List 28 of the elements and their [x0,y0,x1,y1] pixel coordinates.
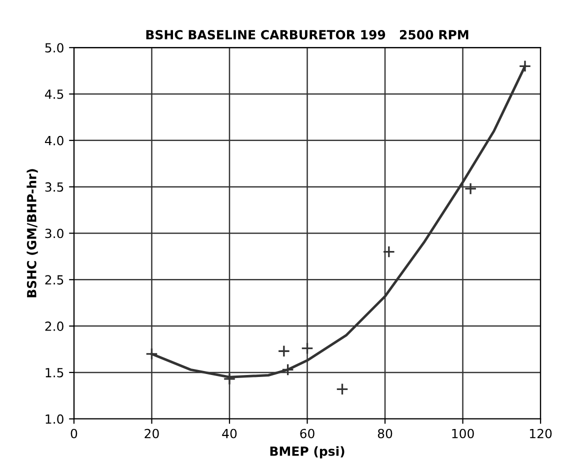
y-tick-label: 3.5 [45,182,64,192]
x-tick-label: 20 [144,428,159,438]
point [146,348,158,360]
point [518,60,532,72]
point [382,246,396,258]
y-tick-label: 2.5 [45,275,64,285]
y-tick-label: 1.0 [46,414,64,424]
x-axis-title: BMEP (psi) [270,446,344,458]
chart-title: BSHC BASELINE CARBURETOR 199 2500 RPM [146,30,468,40]
y-tick-label: 5.0 [45,43,64,53]
point [278,344,290,358]
x-tick-label: 60 [300,428,314,438]
x-tick-label: 0 [70,428,78,438]
x-tick-label: 120 [530,428,552,438]
point [301,342,314,355]
point [282,363,294,376]
y-tick-label: 1.5 [46,368,64,378]
y-tick-label: 3.0 [45,228,64,238]
point [336,382,348,396]
y-tick-label: 4.5 [44,90,64,99]
point [223,372,236,386]
x-tick-label: 100 [452,428,474,438]
point [464,182,477,195]
x-tick-label: 80 [378,428,392,438]
y-tick-label: 4.0 [44,136,64,146]
y-axis-title: BSHC (GM/BHP-hr) [26,169,38,298]
x-tick-label: 40 [222,428,237,438]
y-tick-label: 2.0 [45,322,64,331]
